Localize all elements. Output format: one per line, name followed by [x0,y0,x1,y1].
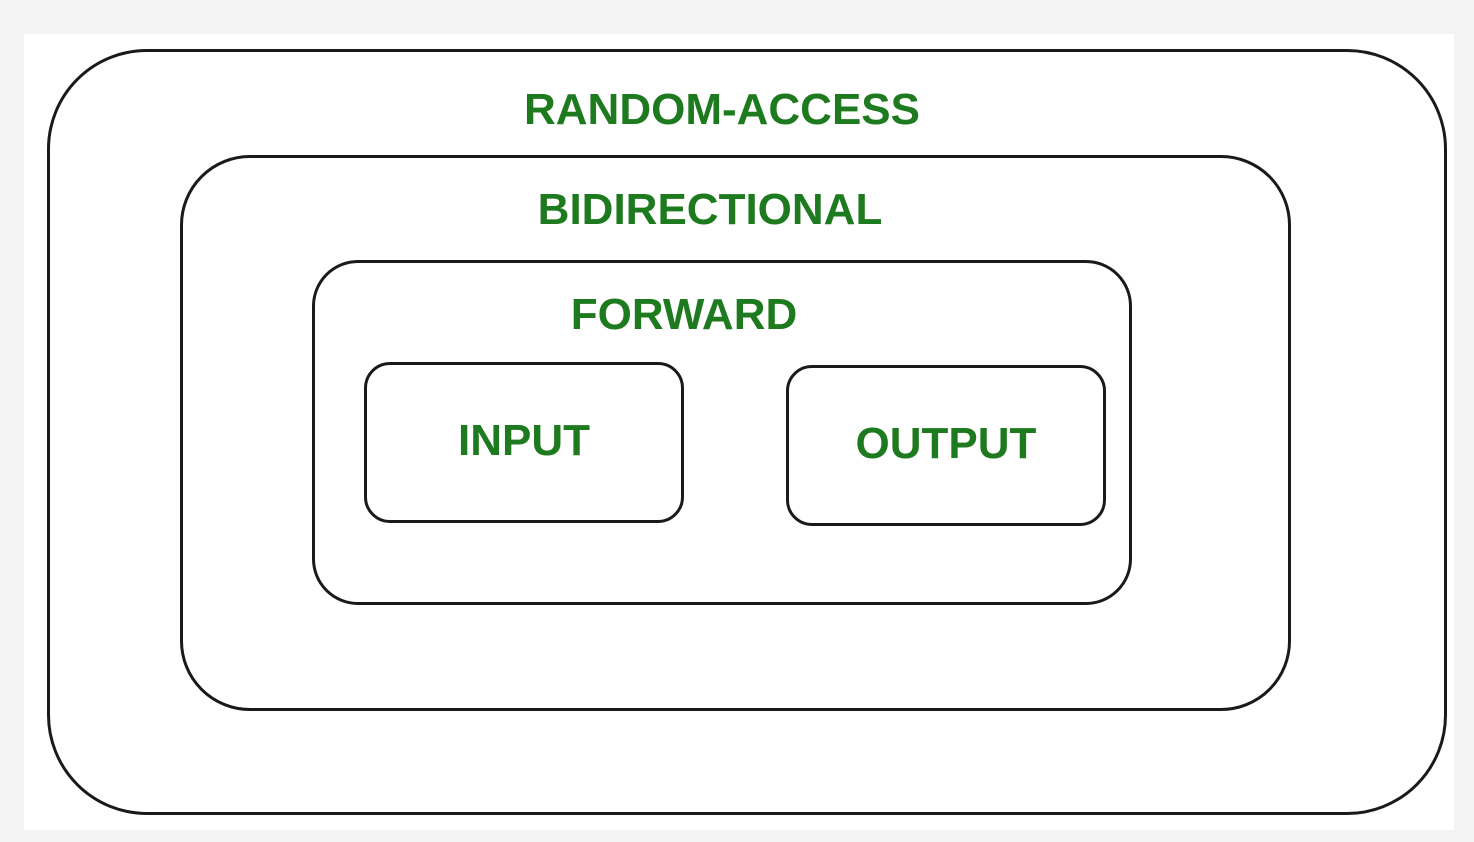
bidirectional-label: BIDIRECTIONAL [537,185,883,234]
input-label: INPUT [458,416,590,465]
output-label: OUTPUT [855,419,1037,468]
input-box [364,362,684,523]
output-box [786,365,1106,526]
forward-label: FORWARD [570,290,798,339]
random-access-label: RANDOM-ACCESS [524,85,920,134]
